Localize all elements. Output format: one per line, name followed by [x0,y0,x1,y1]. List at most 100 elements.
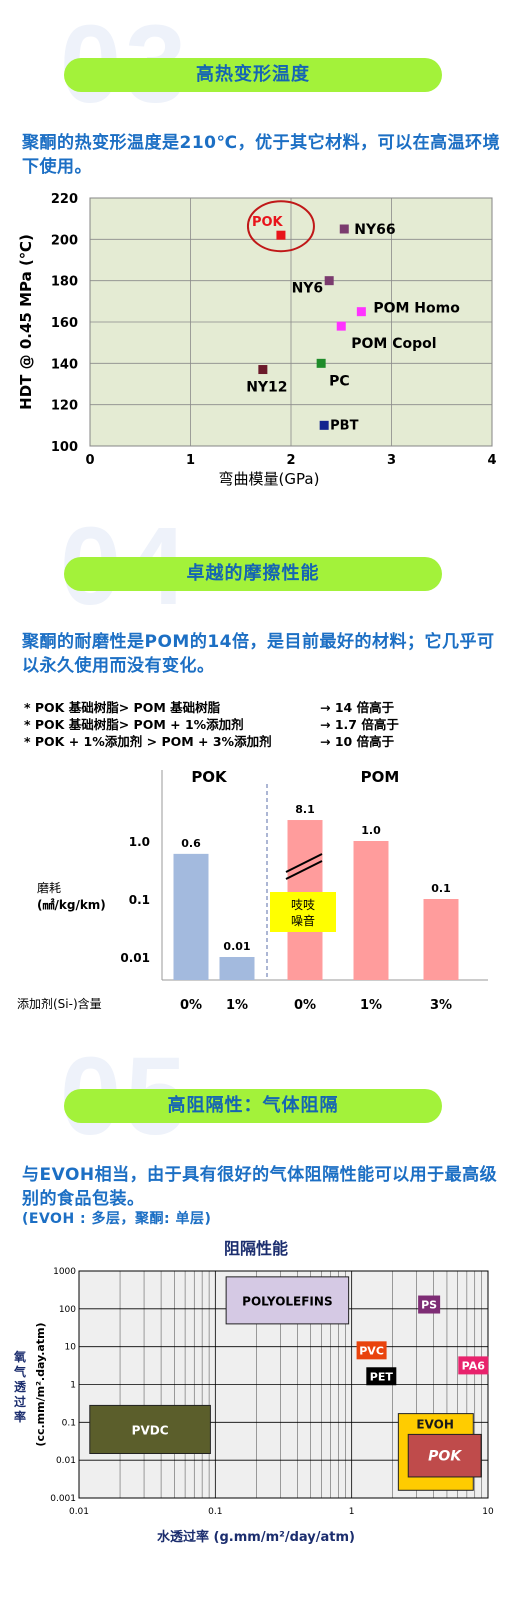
y-tick-label: 0.01 [120,951,150,965]
x-tick-label: 2 [286,453,295,468]
material-tag-label: PVC [359,1344,384,1357]
section-banner: 高热变形温度 [64,58,442,92]
y-tick-label: 1 [70,1381,76,1391]
bar [173,853,209,980]
chart-title: 阻隔性能 [224,1239,288,1258]
point-label: POM Copol [351,336,436,352]
group-label: POM [361,768,400,786]
point-label: POK [252,215,284,230]
axis-break-mark [285,853,323,873]
y-axis-label-char: 率 [14,1409,26,1424]
material-tag-label: PS [421,1299,437,1312]
y-axis-label-char: 过 [14,1394,26,1409]
highlight-circle [246,200,315,253]
bar-value-label: 1.0 [361,824,381,837]
y-tick-label: 120 [51,399,78,414]
y-tick-label: 200 [51,233,78,248]
y-tick-label: 140 [51,357,78,372]
x-axis-label: 弯曲模量(GPa) [219,470,320,488]
material-tag [418,1295,441,1314]
point-label: NY66 [354,222,395,238]
point-label: PBT [330,418,358,433]
y-tick-label: 100 [51,440,78,455]
data-point [339,224,349,234]
noise-annotation [270,892,336,932]
data-point [316,358,326,368]
y-tick-label: 0.01 [56,1456,76,1466]
y-axis-label: (㎟/kg/km) [37,897,106,912]
y-tick-label: 10 [65,1343,77,1353]
material-tag-label: PET [370,1370,394,1383]
point-label: NY6 [292,281,324,297]
y-axis-label: 磨耗 [37,881,61,895]
barrier-chart: 阻隔性能 0.01 0.1 1 10 1000 100 10 1 0.1 0.01 0.001 POLY… [13,1239,494,1545]
comparison-right: → 14 倍高于 [320,700,395,715]
x-tick-label: 0 [85,453,94,468]
y-tick-label: 220 [51,192,78,207]
section-note: (EVOH : 多层，聚酮: 单层) [22,1211,212,1227]
data-point [324,276,334,286]
x-tick-label: 4 [487,453,496,468]
y-axis-label-char: 透 [14,1380,27,1394]
x-tick-label: 1 [186,453,195,468]
y-tick-label: 0.1 [62,1418,76,1428]
data-point [276,230,286,240]
point-label: PC [329,373,350,389]
x-tick-label: 0% [294,998,316,1013]
point-label: POM Homo [373,301,460,317]
section-lead: 聚酮的热变形温度是210℃，优于其它材料，可以在高温环境下使用。 [22,133,501,177]
y-tick-label: 1000 [53,1267,76,1277]
material-tag [356,1341,387,1360]
bar [219,957,255,980]
comparison-left: * POK 基础树脂> POM + 1%添加剂 [24,717,244,732]
material-tag-label: PA6 [462,1359,486,1372]
material-tag [366,1367,397,1386]
y-axis-label-char: 氧 [13,1349,26,1364]
y-axis-label: (cc.mm/m².day.atm) [34,1322,47,1446]
x-tick-label: 1% [360,998,382,1013]
y-tick-label: 0.1 [129,893,150,907]
bar-value-label: 0.6 [181,837,201,850]
x-axis-label: 添加剂(Si-)含量 [17,996,102,1011]
bar-value-label: 8.1 [295,803,315,816]
y-tick-label: 180 [51,275,78,290]
y-tick-label: 0.001 [50,1494,76,1504]
comparison-right: → 1.7 倍高于 [320,717,399,732]
group-label: POK [191,768,228,786]
data-point [258,365,268,375]
axis-break-mark [285,860,323,880]
x-tick-label: 10 [482,1507,494,1517]
section-lead: 聚酮的耐磨性是POM的14倍，是目前最好的材料；它几乎可以永久使用而没有变化。 [22,632,495,676]
noise-annotation-text: 吱吱 [291,898,315,912]
comparison-row: * POK + 1%添加剂 > POM + 3%添加剂 → 10 倍高于 [24,733,484,750]
material-region [407,1433,482,1478]
data-point [356,307,366,317]
y-tick-label: 100 [59,1305,76,1315]
x-tick-label: 0% [180,998,202,1013]
noise-annotation-text: 噪音 [291,913,315,928]
wear-bar-chart: 1.0 0.1 0.01 磨耗 (㎟/kg/km) 添加剂(Si-)含量 POK 0.6 0% 0… [17,768,488,1013]
x-tick-label: 1% [226,998,248,1013]
y-tick-label: 160 [51,316,78,331]
x-tick-label: 0.01 [69,1507,89,1517]
section-banner: 高阻隔性：气体阻隔 [64,1089,442,1123]
x-tick-label: 1 [349,1507,355,1517]
region-label: PVDC [132,1423,169,1437]
data-point [336,321,346,331]
region-label: EVOH [416,1418,454,1432]
bar [353,841,389,980]
x-tick-label: 0.1 [208,1507,222,1517]
section-banner: 卓越的摩擦性能 [64,557,442,591]
hdt-scatter-chart: 0 1 2 3 4 100 120 140 160 180 200 220 弯曲模量(GPa) HDT @… [17,192,497,488]
x-tick-label: 3 [387,453,396,468]
comparison-row: * POK 基础树脂> POM + 1%添加剂 → 1.7 倍高于 [24,716,484,733]
x-tick-label: 3% [430,998,452,1013]
comparison-left: * POK 基础树脂> POM 基础树脂 [24,700,221,715]
comparison-row: * POK 基础树脂> POM 基础树脂 → 14 倍高于 [24,699,484,716]
region-label: POK [428,1449,462,1465]
y-axis-label-char: 气 [13,1364,26,1379]
bar [423,899,459,980]
region-label: POLYOLEFINS [242,1294,332,1308]
bar-value-label: 0.01 [223,940,250,953]
data-point [319,420,329,430]
